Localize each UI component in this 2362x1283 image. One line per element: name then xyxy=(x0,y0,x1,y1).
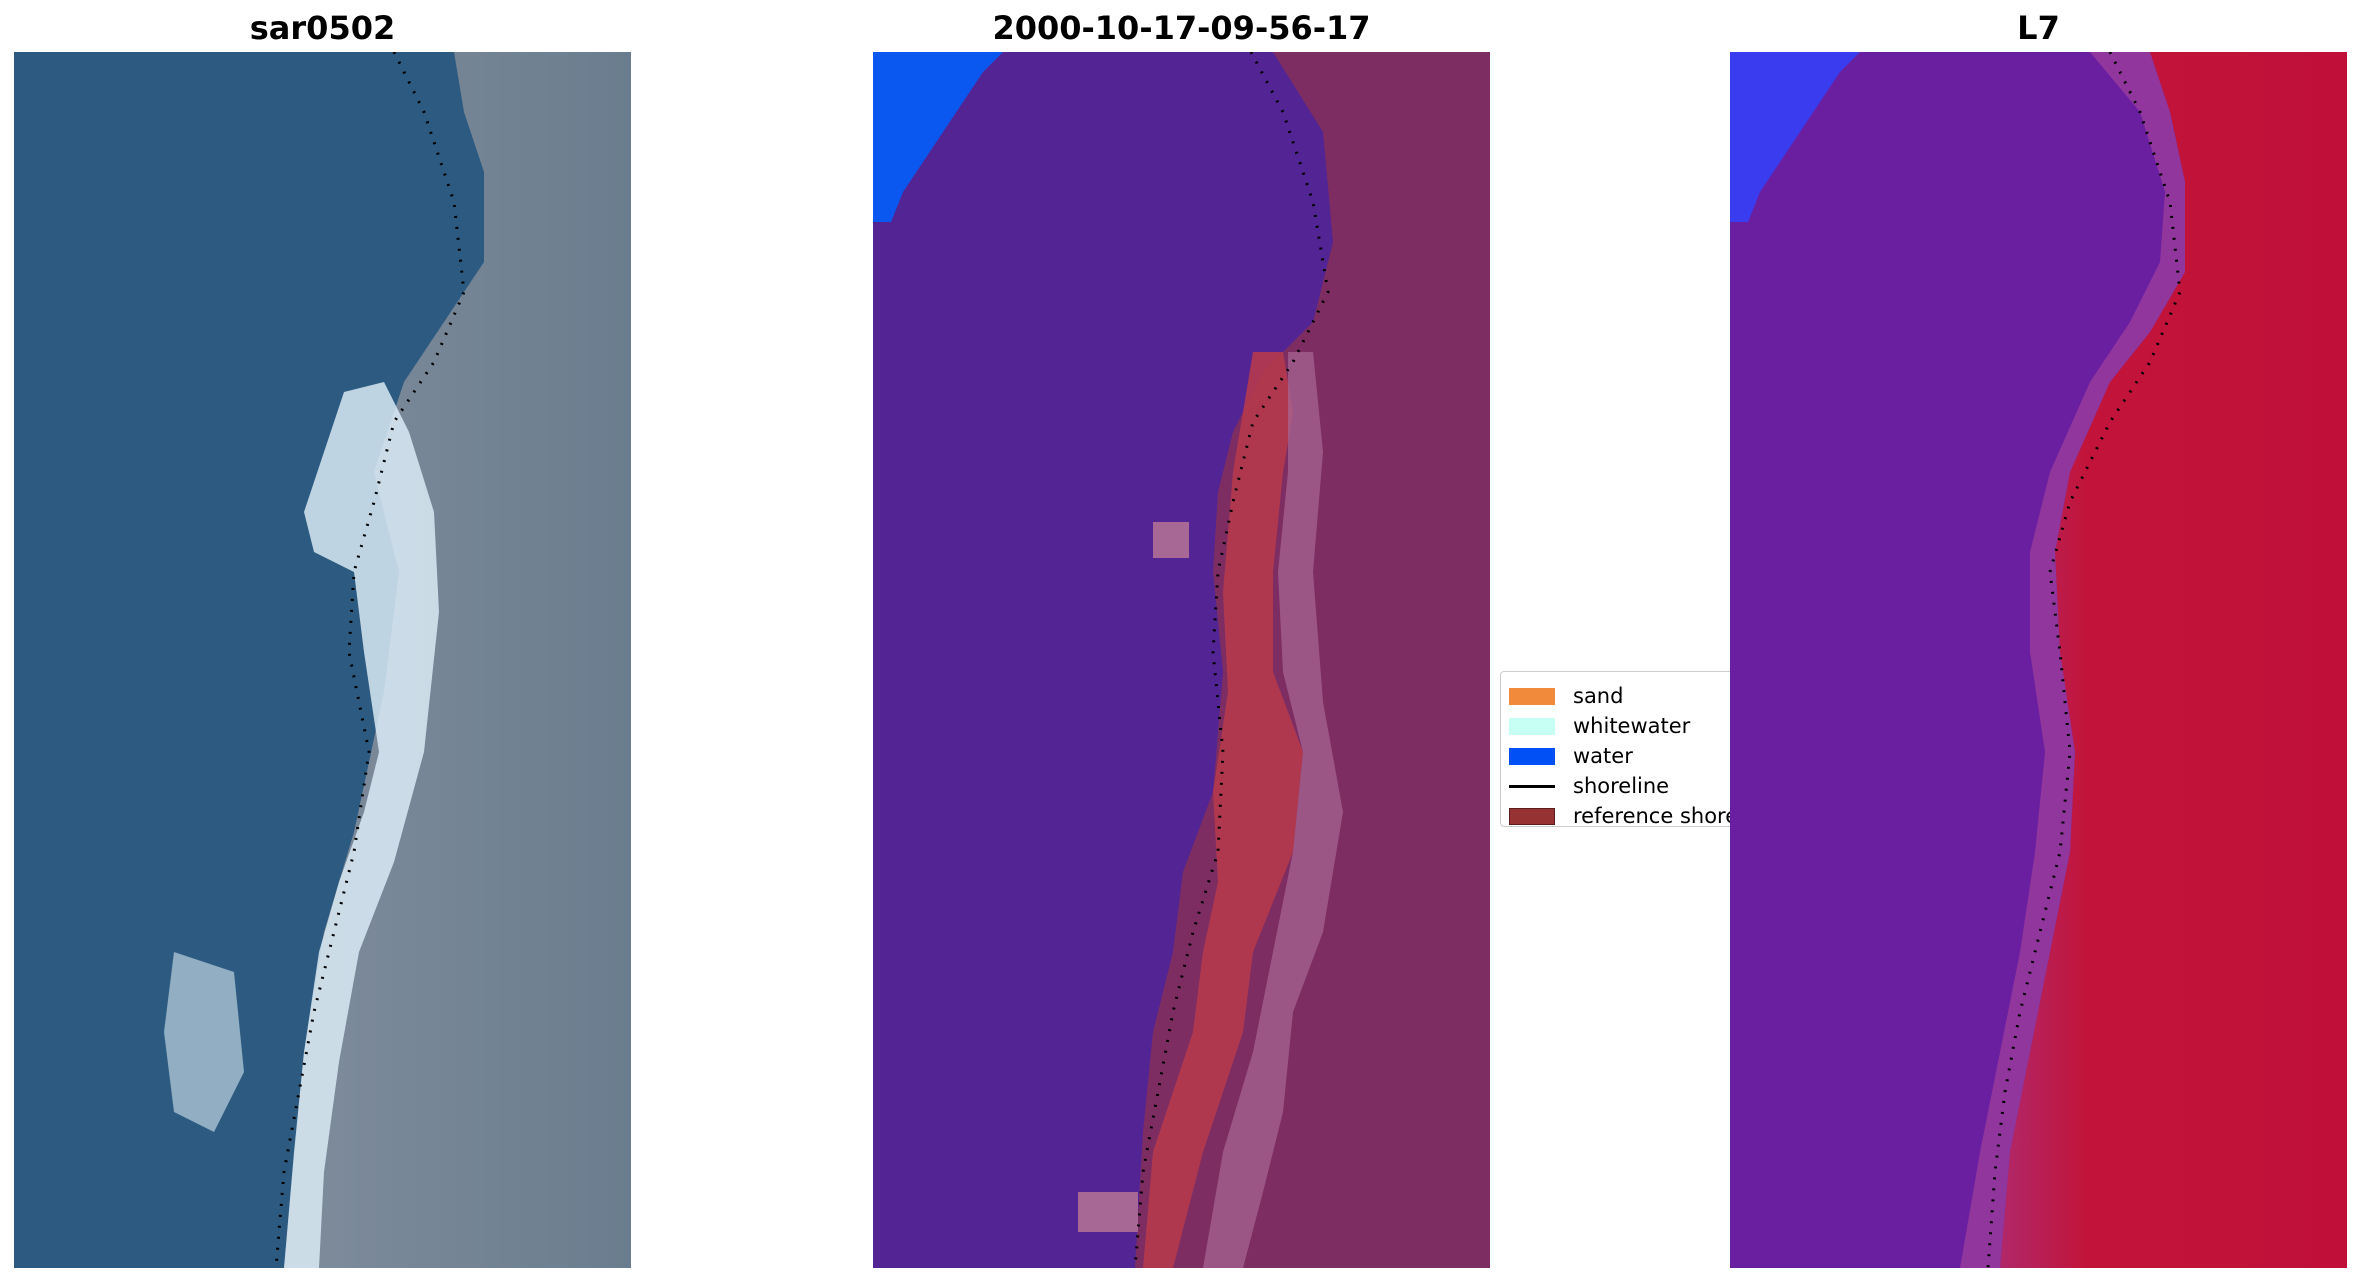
reference-shore-fringe xyxy=(1203,352,1343,1268)
panel-title-date: 2000-10-17-09-56-17 xyxy=(992,9,1371,47)
reference-shore-patch-low xyxy=(1078,1192,1138,1232)
shoreline xyxy=(1133,52,1330,1268)
water-swatch xyxy=(1509,747,1555,765)
whitewater-swatch xyxy=(1509,717,1555,735)
water-class-area xyxy=(873,52,1333,1268)
legend-label: sand xyxy=(1573,684,1624,708)
reference-shore-swatch xyxy=(1509,807,1555,825)
legend-label: water xyxy=(1573,744,1633,768)
legend-item-sand: sand xyxy=(1509,682,1623,710)
surf-zone xyxy=(284,382,439,1268)
legend-item-whitewater: whitewater xyxy=(1509,712,1690,740)
index-transition-band xyxy=(1960,52,2185,1268)
classified-image-panel xyxy=(873,52,1490,1268)
panel-title-rgb: sar0502 xyxy=(249,9,396,47)
legend-label: shoreline xyxy=(1573,774,1670,798)
index-water-blue xyxy=(1730,52,1860,222)
legend: sand whitewater water shoreline referenc… xyxy=(1500,671,1740,830)
reference-shore-patch xyxy=(1153,522,1189,558)
water-class-blue xyxy=(873,52,1003,222)
index-image-panel xyxy=(1730,52,2347,1268)
legend-label: reference shore xyxy=(1573,804,1739,828)
legend-item-shoreline: shoreline xyxy=(1509,772,1669,800)
shoreline-line-swatch xyxy=(1509,784,1555,788)
legend-item-water: water xyxy=(1509,742,1633,770)
whitewater-patch xyxy=(164,952,244,1132)
sand-swatch xyxy=(1509,687,1555,705)
reference-shore-band xyxy=(1143,352,1303,1268)
index-land-area xyxy=(2000,52,2347,1268)
legend-label: whitewater xyxy=(1573,714,1691,738)
panel-title-satellite: L7 xyxy=(2017,9,2060,47)
rgb-image-panel xyxy=(14,52,631,1268)
legend-item-reference-shore: reference shore xyxy=(1509,802,1738,830)
land-area xyxy=(284,52,631,1268)
